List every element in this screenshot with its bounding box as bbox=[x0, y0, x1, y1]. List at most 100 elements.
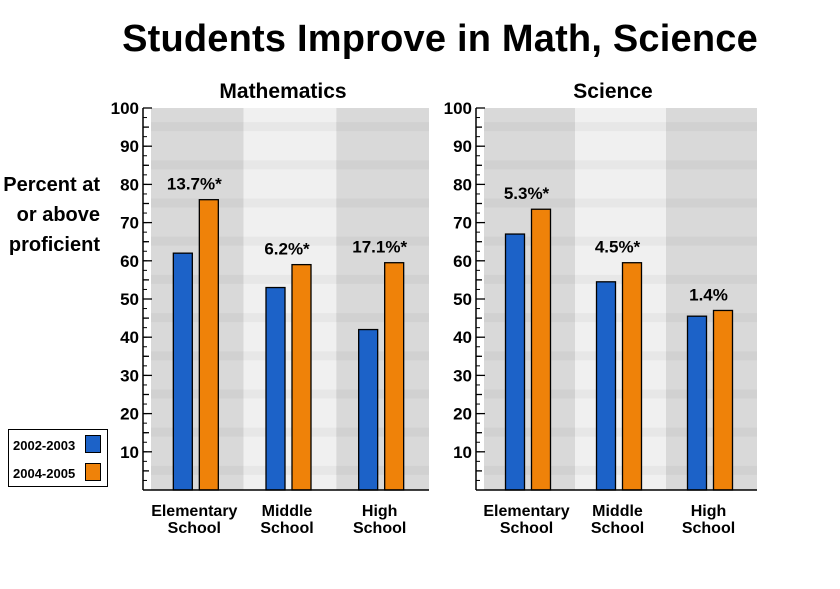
bar-2004-2005 bbox=[712, 309, 734, 491]
stripe bbox=[243, 236, 337, 246]
stripe bbox=[666, 160, 757, 170]
stripe bbox=[575, 160, 666, 170]
legend-swatch-2004-2005 bbox=[85, 463, 101, 481]
bar-2002-2003 bbox=[686, 315, 708, 491]
stripe bbox=[575, 198, 666, 208]
category-label: Middle bbox=[592, 503, 643, 520]
category-label: Elementary bbox=[483, 503, 569, 520]
stripe bbox=[151, 122, 244, 132]
stripe bbox=[666, 465, 757, 475]
category-label: School bbox=[260, 520, 313, 537]
y-tick-label: 40 bbox=[453, 328, 472, 347]
y-tick-label: 20 bbox=[120, 405, 139, 424]
stripe bbox=[666, 351, 757, 361]
stripe bbox=[666, 274, 757, 284]
stripe bbox=[484, 122, 575, 132]
stripe bbox=[336, 427, 429, 437]
legend: 2002-2003 2004-2005 bbox=[8, 429, 108, 487]
column-band bbox=[575, 108, 666, 490]
chart-panel-0: Mathematics 10 20 30 40 50 60 70 80 90 100 13.7%* El… bbox=[111, 80, 429, 537]
stripe bbox=[666, 427, 757, 437]
y-tick-label: 20 bbox=[453, 405, 472, 424]
y-tick-label: 10 bbox=[120, 443, 139, 462]
column-band bbox=[336, 108, 429, 490]
y-tick-label: 30 bbox=[120, 366, 139, 385]
change-annotation: 13.7%* bbox=[167, 175, 222, 194]
stripe bbox=[151, 274, 244, 284]
category-label: High bbox=[362, 503, 398, 520]
column-band bbox=[151, 108, 244, 490]
stripe bbox=[151, 198, 244, 208]
y-axis-label-line: Percent at bbox=[3, 174, 100, 196]
stripe bbox=[151, 236, 244, 246]
chart-panel-1: Science 10 20 30 40 50 60 70 80 90 100 5.3%* Element… bbox=[444, 80, 757, 537]
stripe bbox=[336, 465, 429, 475]
y-axis-label: Percent at or above proficient bbox=[0, 170, 100, 260]
stripe bbox=[151, 389, 244, 399]
bar-2002-2003 bbox=[358, 328, 379, 491]
y-tick-label: 70 bbox=[120, 214, 139, 233]
y-tick-label: 70 bbox=[453, 214, 472, 233]
stripe bbox=[666, 236, 757, 246]
bar-2002-2003 bbox=[265, 286, 286, 491]
stripe bbox=[484, 427, 575, 437]
legend-swatch-2002-2003 bbox=[85, 435, 101, 453]
category-label: School bbox=[353, 520, 406, 537]
category-label: School bbox=[682, 520, 735, 537]
stripe bbox=[243, 274, 337, 284]
category-label: School bbox=[168, 520, 221, 537]
stripe bbox=[336, 274, 429, 284]
y-tick-label: 10 bbox=[453, 443, 472, 462]
stripe bbox=[151, 351, 244, 361]
stripe bbox=[243, 427, 337, 437]
category-label: Elementary bbox=[151, 503, 237, 520]
stripe bbox=[243, 122, 337, 132]
column-band bbox=[484, 108, 575, 490]
stripe bbox=[484, 160, 575, 170]
bar-2004-2005 bbox=[384, 262, 405, 491]
stripe bbox=[575, 465, 666, 475]
category-label: Middle bbox=[262, 503, 313, 520]
y-tick-label: 40 bbox=[120, 328, 139, 347]
stripe bbox=[243, 465, 337, 475]
bar-2004-2005 bbox=[530, 208, 552, 491]
stripe bbox=[336, 313, 429, 323]
stripe bbox=[666, 122, 757, 132]
y-tick-label: 90 bbox=[120, 137, 139, 156]
column-band bbox=[243, 108, 337, 490]
stripe bbox=[336, 122, 429, 132]
y-tick-label: 80 bbox=[120, 175, 139, 194]
y-tick-label: 80 bbox=[453, 175, 472, 194]
bar-2002-2003 bbox=[595, 281, 617, 491]
bar-2004-2005 bbox=[198, 199, 219, 491]
y-axis-label-line: proficient bbox=[8, 234, 100, 256]
stripe bbox=[243, 198, 337, 208]
stripe bbox=[484, 389, 575, 399]
stripe bbox=[484, 198, 575, 208]
category-label: School bbox=[591, 520, 644, 537]
y-tick-label: 100 bbox=[111, 99, 139, 118]
stripe bbox=[575, 274, 666, 284]
page-title: Students Improve in Math, Science bbox=[122, 18, 758, 60]
stripe bbox=[575, 122, 666, 132]
stripe bbox=[575, 389, 666, 399]
stripe bbox=[575, 351, 666, 361]
panel-title: Science bbox=[573, 80, 652, 103]
change-annotation: 1.4% bbox=[689, 285, 728, 304]
change-annotation: 4.5%* bbox=[595, 238, 641, 257]
stripe bbox=[484, 274, 575, 284]
stripe bbox=[484, 351, 575, 361]
stripe bbox=[666, 313, 757, 323]
panel-title: Mathematics bbox=[219, 80, 346, 103]
stripe bbox=[151, 427, 244, 437]
stripe bbox=[575, 427, 666, 437]
stripe bbox=[484, 313, 575, 323]
stripe bbox=[243, 160, 337, 170]
stripe bbox=[336, 236, 429, 246]
stripe bbox=[151, 160, 244, 170]
y-tick-label: 30 bbox=[453, 366, 472, 385]
bar-2004-2005 bbox=[291, 263, 312, 491]
bar-2004-2005 bbox=[621, 262, 643, 491]
category-label: High bbox=[691, 503, 727, 520]
y-tick-label: 50 bbox=[120, 290, 139, 309]
